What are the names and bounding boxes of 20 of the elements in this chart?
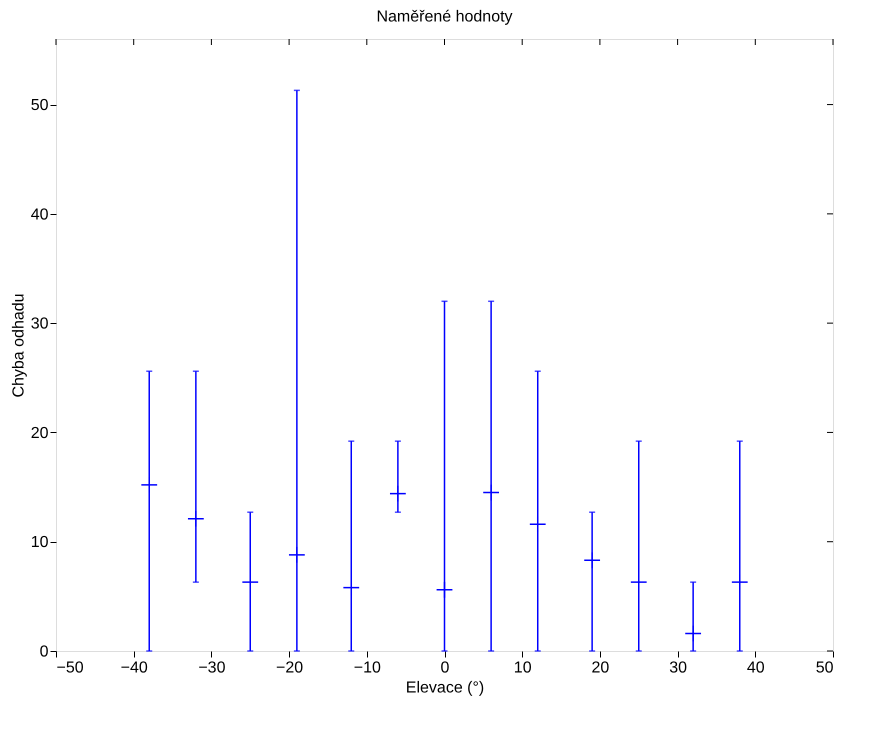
x-tick-label: 40 [746,660,765,676]
x-tick-label: 0 [440,660,450,676]
y-tick-label: 10 [30,534,49,552]
x-tick-label: 30 [669,660,688,676]
y-tick-label: 50 [30,97,49,114]
chart-title: Naměřené hodnoty [376,8,513,26]
x-tick-label: −30 [198,660,226,676]
y-tick-label: 20 [30,424,49,442]
x-tick-label: 50 [816,660,834,676]
y-axis-title: Chyba odhadu [10,293,28,398]
x-tick-label: −40 [120,660,148,676]
y-tick-label: 0 [40,644,49,660]
x-axis-title: Elevace (°) [406,680,484,696]
x-tick-label: −20 [276,660,304,676]
x-tick-label: −10 [354,660,381,676]
y-tick-label: 40 [30,206,49,224]
x-tick-label: −50 [56,660,84,676]
y-tick-label: 30 [30,316,49,333]
x-tick-label: 20 [592,660,610,676]
x-tick-label: 10 [514,660,532,676]
